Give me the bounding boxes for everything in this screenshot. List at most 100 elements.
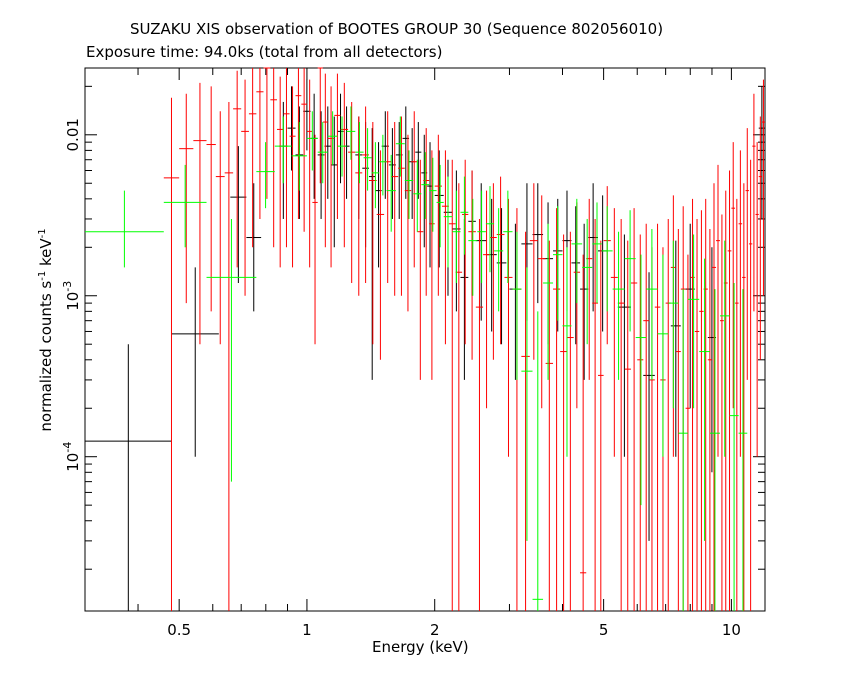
y-axis-label: normalized counts s-1 keV-1 <box>37 228 55 431</box>
data-point <box>729 283 739 611</box>
data-point <box>327 86 335 268</box>
data-point <box>276 76 284 268</box>
data-point <box>310 93 318 199</box>
data-point <box>355 116 363 296</box>
data-point <box>738 289 748 611</box>
data-point <box>85 344 172 611</box>
data-point <box>588 183 599 312</box>
data-series <box>85 67 765 611</box>
data-point <box>755 142 759 457</box>
data-point <box>486 198 497 332</box>
data-point <box>163 164 207 248</box>
data-point <box>610 208 618 457</box>
data-point <box>748 159 753 611</box>
data-point <box>429 157 437 232</box>
y-tick-label: 0.01 <box>64 118 82 151</box>
data-point <box>248 68 257 248</box>
data-point <box>617 234 631 457</box>
data-point <box>668 240 679 409</box>
data-point <box>429 150 435 380</box>
data-point <box>434 150 444 268</box>
data-point <box>363 128 372 191</box>
data-point <box>224 101 234 611</box>
data-point <box>179 93 194 304</box>
data-point <box>716 164 720 457</box>
data-point <box>543 223 554 380</box>
data-point <box>670 240 681 457</box>
data-point <box>317 67 323 184</box>
data-point <box>690 198 695 611</box>
data-point <box>452 190 461 284</box>
data-point <box>348 101 356 284</box>
data-point <box>503 190 513 284</box>
data-point <box>665 218 671 611</box>
data-point <box>274 116 292 184</box>
data-point <box>460 176 469 255</box>
series-0 <box>85 79 765 611</box>
data-point <box>727 170 732 611</box>
data-point <box>643 272 655 541</box>
y-label-exp-2: -1 <box>37 228 48 239</box>
data-point <box>448 159 456 611</box>
y-label-text-1: normalized counts s <box>37 280 55 432</box>
data-point <box>719 240 730 457</box>
data-point <box>553 206 563 321</box>
data-point <box>496 176 505 345</box>
data-point <box>745 128 749 380</box>
data-point <box>687 234 700 409</box>
data-point <box>322 73 328 248</box>
data-point <box>241 79 249 296</box>
data-point <box>624 240 631 611</box>
data-point <box>758 116 762 360</box>
data-point <box>337 93 344 184</box>
data-point <box>413 159 422 232</box>
data-point <box>230 146 247 284</box>
plot-frame <box>84 67 766 612</box>
data-point <box>421 152 430 219</box>
data-point <box>206 86 216 312</box>
data-point <box>567 231 574 611</box>
data-point <box>562 247 572 457</box>
data-point <box>553 208 561 611</box>
data-point <box>395 116 405 177</box>
y-tick-label: 10-3 <box>61 281 82 311</box>
axis-ticks: 0.5 1 2 5 10 10-4 10-3 0.01 <box>61 68 765 639</box>
data-point <box>598 240 604 611</box>
data-point <box>512 231 522 380</box>
y-label-text-2: keV <box>37 238 55 271</box>
data-point <box>206 218 257 482</box>
data-point <box>391 122 399 296</box>
data-point <box>485 186 495 273</box>
data-point <box>675 228 681 611</box>
data-point <box>624 210 636 332</box>
data-point <box>233 70 242 268</box>
data-point <box>707 228 712 611</box>
data-point <box>529 183 538 360</box>
data-point <box>504 198 513 457</box>
data-point <box>171 267 219 457</box>
data-point <box>637 234 644 611</box>
data-point <box>295 68 302 219</box>
data-point <box>337 116 347 177</box>
data-point <box>289 86 296 268</box>
x-axis-label: Energy (keV) <box>372 638 469 656</box>
data-point <box>612 231 625 380</box>
data-point <box>368 128 376 380</box>
data-point <box>163 97 180 611</box>
data-point <box>509 223 522 380</box>
data-point <box>742 183 746 611</box>
x-tick-label: 1 <box>302 621 312 639</box>
data-point <box>291 122 307 191</box>
data-point <box>477 190 486 284</box>
data-point <box>598 195 608 332</box>
data-point <box>398 116 405 296</box>
data-point <box>85 190 164 268</box>
data-point <box>537 195 546 409</box>
data-point <box>215 111 225 345</box>
data-point <box>752 93 756 312</box>
data-point <box>571 206 581 345</box>
data-point <box>494 208 504 312</box>
data-point <box>560 234 568 611</box>
data-point <box>263 67 271 199</box>
data-point <box>355 122 364 184</box>
